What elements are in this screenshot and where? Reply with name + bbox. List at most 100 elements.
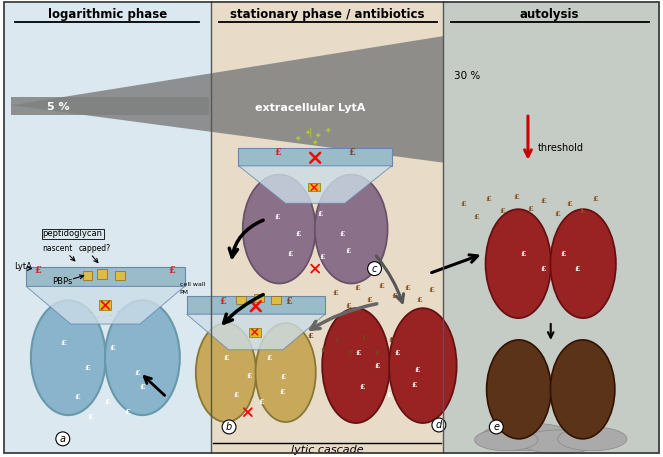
Text: ✦: ✦ — [295, 133, 302, 143]
Text: £: £ — [75, 393, 80, 401]
Bar — [83, 271, 92, 281]
Text: £: £ — [375, 361, 380, 370]
Polygon shape — [11, 36, 444, 163]
Text: £: £ — [555, 210, 560, 218]
Bar — [211, 1, 443, 454]
Text: £: £ — [567, 200, 572, 208]
Ellipse shape — [485, 209, 551, 318]
Text: £: £ — [318, 210, 323, 218]
Text: £: £ — [280, 388, 285, 396]
Bar — [11, 97, 210, 115]
Ellipse shape — [550, 209, 616, 318]
Ellipse shape — [31, 300, 105, 415]
Text: ✦: ✦ — [312, 138, 318, 146]
Ellipse shape — [550, 340, 615, 439]
Text: 30 %: 30 % — [453, 71, 480, 80]
Text: £: £ — [274, 149, 281, 157]
Polygon shape — [186, 314, 325, 350]
Text: threshold: threshold — [538, 143, 584, 153]
Text: £: £ — [412, 382, 417, 389]
Text: £: £ — [85, 364, 90, 372]
Text: £: £ — [334, 336, 340, 344]
Polygon shape — [239, 148, 392, 166]
Text: £: £ — [367, 296, 373, 304]
Text: £: £ — [339, 230, 345, 238]
Bar — [3, 1, 211, 454]
Text: £: £ — [124, 408, 130, 416]
Text: £: £ — [428, 287, 434, 294]
Polygon shape — [239, 166, 392, 203]
Ellipse shape — [558, 427, 627, 451]
Text: £: £ — [320, 346, 326, 354]
Polygon shape — [26, 287, 184, 324]
Text: £: £ — [109, 344, 115, 352]
Text: ✦: ✦ — [315, 131, 322, 139]
Text: ·: · — [109, 313, 111, 319]
Text: peptidoglycan: peptidoglycan — [42, 229, 103, 239]
Text: £: £ — [394, 349, 400, 357]
Text: £: £ — [134, 368, 140, 377]
Ellipse shape — [255, 323, 316, 422]
Text: d: d — [436, 420, 442, 430]
Text: stationary phase / antibiotics: stationary phase / antibiotics — [230, 8, 424, 21]
Text: £: £ — [355, 349, 361, 357]
Text: £: £ — [347, 349, 353, 357]
Text: £: £ — [332, 289, 338, 298]
Ellipse shape — [389, 308, 457, 423]
Text: £: £ — [499, 207, 505, 215]
Text: £: £ — [296, 230, 301, 238]
Text: £: £ — [345, 302, 351, 310]
Text: £: £ — [281, 373, 286, 382]
Text: £: £ — [266, 354, 271, 361]
Text: £: £ — [389, 336, 394, 344]
Text: £: £ — [233, 391, 239, 399]
Text: £: £ — [416, 296, 422, 304]
Text: £: £ — [379, 282, 385, 291]
Text: ·: · — [90, 310, 91, 316]
Text: £: £ — [527, 205, 533, 213]
Ellipse shape — [520, 430, 599, 454]
Text: £: £ — [34, 266, 42, 275]
Text: £: £ — [485, 195, 491, 203]
Text: PM: PM — [180, 290, 188, 295]
Text: £: £ — [520, 250, 526, 258]
Text: £: £ — [540, 265, 546, 273]
Bar — [99, 300, 111, 310]
Text: ·: · — [116, 309, 119, 315]
Text: £: £ — [285, 297, 292, 306]
Text: £: £ — [288, 250, 293, 258]
Ellipse shape — [196, 323, 256, 422]
Text: £: £ — [219, 297, 227, 306]
Text: £: £ — [223, 354, 229, 361]
Text: £: £ — [88, 413, 93, 421]
Text: £: £ — [592, 195, 598, 203]
Ellipse shape — [243, 175, 316, 283]
Polygon shape — [186, 296, 325, 314]
Text: ·: · — [96, 315, 99, 321]
Text: £: £ — [461, 200, 467, 208]
Text: £: £ — [391, 292, 397, 300]
Text: £: £ — [414, 366, 420, 373]
Bar — [97, 269, 107, 278]
Text: £: £ — [359, 383, 364, 391]
Text: e: e — [493, 422, 499, 432]
Text: £: £ — [575, 265, 580, 273]
Text: £: £ — [348, 149, 355, 157]
Text: £: £ — [404, 284, 410, 292]
Text: £: £ — [355, 284, 361, 292]
Text: 5 %: 5 % — [46, 102, 69, 112]
Text: £: £ — [473, 213, 479, 221]
Ellipse shape — [481, 423, 575, 451]
Text: £: £ — [275, 213, 280, 221]
Ellipse shape — [475, 429, 538, 451]
Text: lytic cascade: lytic cascade — [291, 445, 363, 455]
Ellipse shape — [322, 308, 390, 423]
Text: nascent: nascent — [42, 244, 73, 253]
Text: cell wall: cell wall — [180, 282, 205, 287]
Bar — [443, 1, 660, 454]
Text: autolysis: autolysis — [520, 8, 579, 21]
Text: LytA: LytA — [15, 262, 32, 271]
Text: £: £ — [308, 332, 313, 340]
Text: £: £ — [375, 349, 381, 357]
Text: £: £ — [513, 193, 519, 202]
